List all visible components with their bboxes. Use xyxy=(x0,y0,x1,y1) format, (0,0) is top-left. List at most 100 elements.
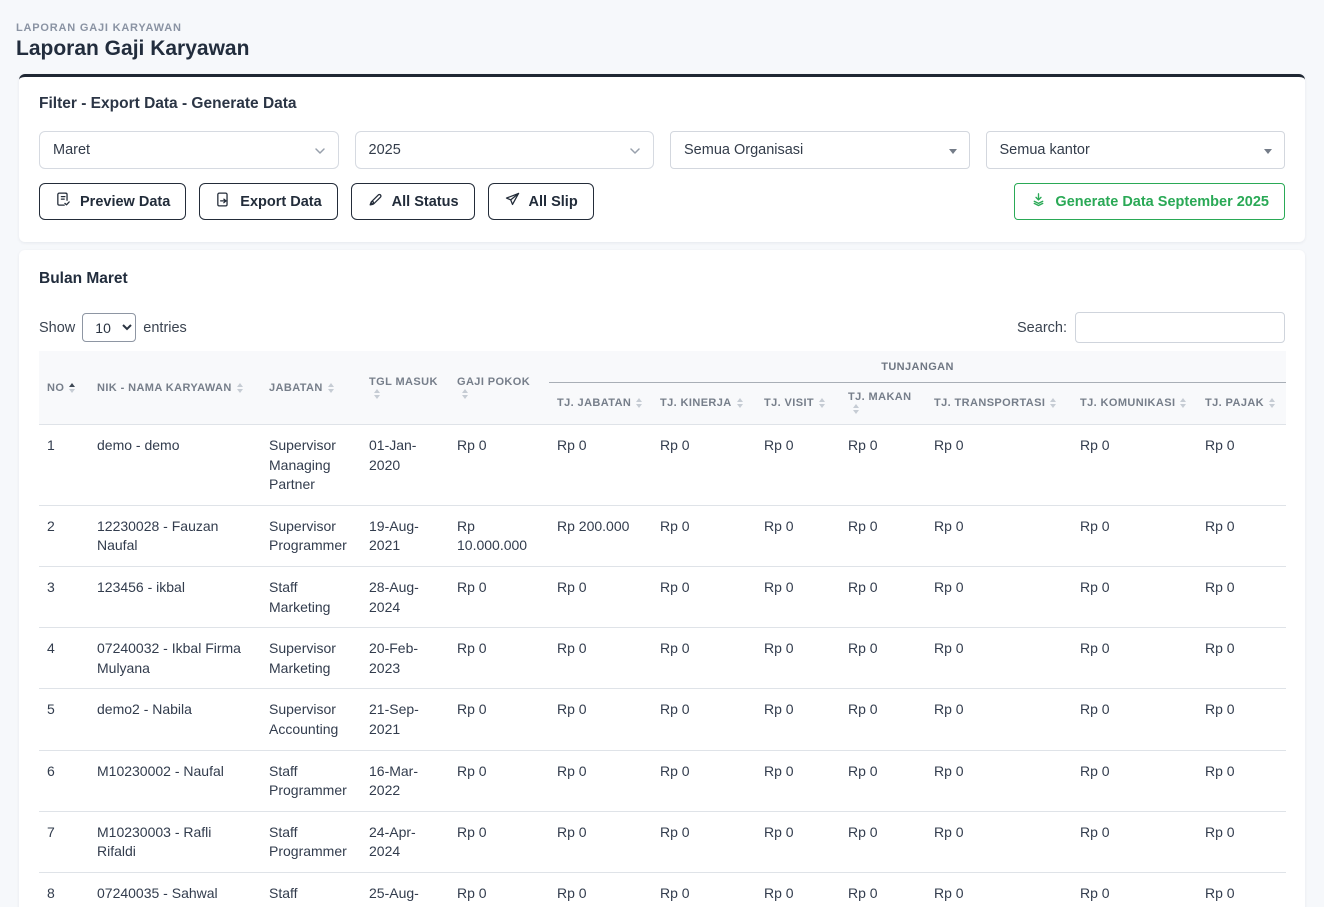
cell-tj-transportasi: Rp 0 xyxy=(926,750,1072,811)
cell-gaji-pokok: Rp 0 xyxy=(449,566,549,627)
cell-tj-visit: Rp 0 xyxy=(756,811,840,872)
all-status-button[interactable]: All Status xyxy=(351,183,475,220)
cell-tj-makan: Rp 0 xyxy=(840,750,926,811)
cell-no: 1 xyxy=(39,425,89,506)
cell-tj-komunikasi: Rp 0 xyxy=(1072,750,1197,811)
cell-tj-komunikasi: Rp 0 xyxy=(1072,566,1197,627)
cell-gaji-pokok: Rp 10.000.000 xyxy=(449,505,549,566)
cell-tj-makan: Rp 0 xyxy=(840,689,926,750)
cell-gaji-pokok: Rp 0 xyxy=(449,750,549,811)
year-select-value: 2025 xyxy=(369,142,401,158)
cell-tj-makan: Rp 0 xyxy=(840,425,926,506)
col-group-tunjangan: TUNJANGAN xyxy=(549,351,1286,383)
cell-jabatan: Supervisor Accounting xyxy=(261,689,361,750)
all-slip-button[interactable]: All Slip xyxy=(488,183,594,220)
cell-tj-jabatan: Rp 0 xyxy=(549,750,652,811)
cell-tj-jabatan: Rp 0 xyxy=(549,425,652,506)
col-header-tj-pajak[interactable]: TJ. PAJAK xyxy=(1197,383,1286,425)
cell-gaji-pokok: Rp 0 xyxy=(449,425,549,506)
file-check-icon xyxy=(55,191,72,212)
table-row: 2 12230028 - Fauzan Naufal Supervisor Pr… xyxy=(39,505,1286,566)
cell-tj-transportasi: Rp 0 xyxy=(926,872,1072,907)
table-row: 1 demo - demo Supervisor Managing Partne… xyxy=(39,425,1286,506)
col-header-nik-nama[interactable]: NIK - NAMA KARYAWAN xyxy=(89,351,261,425)
page-length-select[interactable]: 10 xyxy=(82,313,136,342)
generate-data-button[interactable]: Generate Data September 2025 xyxy=(1014,183,1285,220)
pen-icon xyxy=(367,191,384,212)
cell-nik-nama: 07240032 - Ikbal Firma Mulyana xyxy=(89,628,261,689)
cell-tj-transportasi: Rp 0 xyxy=(926,505,1072,566)
sort-arrows-icon xyxy=(69,383,75,393)
cell-tj-komunikasi: Rp 0 xyxy=(1072,689,1197,750)
sort-arrows-icon xyxy=(1180,398,1186,408)
cell-no: 6 xyxy=(39,750,89,811)
col-header-tj-visit[interactable]: TJ. VISIT xyxy=(756,383,840,425)
cell-tj-makan: Rp 0 xyxy=(840,628,926,689)
cell-tj-pajak: Rp 0 xyxy=(1197,811,1286,872)
chevron-down-icon xyxy=(627,143,643,163)
col-header-tj-kinerja[interactable]: TJ. KINERJA xyxy=(652,383,756,425)
cell-nik-nama: M10230002 - Naufal xyxy=(89,750,261,811)
cell-tj-pajak: Rp 0 xyxy=(1197,872,1286,907)
salary-table: NO NIK - NAMA KARYAWAN JABATAN TGL MASUK… xyxy=(39,351,1286,907)
cell-tj-visit: Rp 0 xyxy=(756,689,840,750)
cell-jabatan: Supervisor Programmer xyxy=(261,505,361,566)
export-data-label: Export Data xyxy=(240,194,321,210)
filter-card: Filter - Export Data - Generate Data Mar… xyxy=(19,74,1305,242)
col-header-tj-transportasi[interactable]: TJ. TRANSPORTASI xyxy=(926,383,1072,425)
col-header-jabatan[interactable]: JABATAN xyxy=(261,351,361,425)
chevron-down-icon xyxy=(312,143,328,163)
cell-no: 2 xyxy=(39,505,89,566)
entries-label: entries xyxy=(143,320,187,336)
sort-arrows-icon xyxy=(636,398,642,408)
search-input[interactable] xyxy=(1075,312,1285,343)
cell-tgl-masuk: 21-Sep-2021 xyxy=(361,689,449,750)
cell-nik-nama: 123456 - ikbal xyxy=(89,566,261,627)
cell-tj-pajak: Rp 0 xyxy=(1197,505,1286,566)
cell-tgl-masuk: 19-Aug-2021 xyxy=(361,505,449,566)
sort-arrows-icon xyxy=(819,398,825,408)
preview-data-button[interactable]: Preview Data xyxy=(39,183,186,220)
cell-jabatan: Staff Marketing xyxy=(261,566,361,627)
cell-tgl-masuk: 25-Aug-2024 xyxy=(361,872,449,907)
table-row: 4 07240032 - Ikbal Firma Mulyana Supervi… xyxy=(39,628,1286,689)
organization-select[interactable]: Semua Organisasi xyxy=(670,131,970,169)
cell-tj-pajak: Rp 0 xyxy=(1197,750,1286,811)
col-header-tj-makan[interactable]: TJ. MAKAN xyxy=(840,383,926,425)
table-row: 6 M10230002 - Naufal Staff Programmer 16… xyxy=(39,750,1286,811)
export-data-button[interactable]: Export Data xyxy=(199,183,337,220)
sort-arrows-icon xyxy=(374,389,380,399)
cell-tj-komunikasi: Rp 0 xyxy=(1072,628,1197,689)
cell-jabatan: Staff Programmer xyxy=(261,750,361,811)
cell-tj-kinerja: Rp 0 xyxy=(652,628,756,689)
cell-tj-visit: Rp 0 xyxy=(756,425,840,506)
col-header-tj-jabatan[interactable]: TJ. JABATAN xyxy=(549,383,652,425)
search-label: Search: xyxy=(1017,320,1067,336)
all-slip-label: All Slip xyxy=(529,194,578,210)
cell-tj-kinerja: Rp 0 xyxy=(652,811,756,872)
page-title: Laporan Gaji Karyawan xyxy=(16,37,1306,61)
filter-card-title: Filter - Export Data - Generate Data xyxy=(39,95,1285,113)
cell-tj-jabatan: Rp 200.000 xyxy=(549,505,652,566)
col-header-tgl-masuk[interactable]: TGL MASUK xyxy=(361,351,449,425)
cell-tj-jabatan: Rp 0 xyxy=(549,628,652,689)
year-select[interactable]: 2025 xyxy=(355,131,655,169)
col-header-no[interactable]: NO xyxy=(39,351,89,425)
col-header-tj-komunikasi[interactable]: TJ. KOMUNIKASI xyxy=(1072,383,1197,425)
cell-tj-jabatan: Rp 0 xyxy=(549,689,652,750)
sort-arrows-icon xyxy=(737,398,743,408)
cell-tj-transportasi: Rp 0 xyxy=(926,811,1072,872)
month-select[interactable]: Maret xyxy=(39,131,339,169)
month-select-value: Maret xyxy=(53,142,90,158)
cell-no: 7 xyxy=(39,811,89,872)
cell-tgl-masuk: 01-Jan-2020 xyxy=(361,425,449,506)
caret-down-icon xyxy=(1264,149,1272,154)
cell-nik-nama: M10230003 - Rafli Rifaldi xyxy=(89,811,261,872)
cell-tj-komunikasi: Rp 0 xyxy=(1072,425,1197,506)
cell-tj-visit: Rp 0 xyxy=(756,872,840,907)
cell-tj-makan: Rp 0 xyxy=(840,505,926,566)
cell-tj-komunikasi: Rp 0 xyxy=(1072,811,1197,872)
col-header-gaji-pokok[interactable]: GAJI POKOK xyxy=(449,351,549,425)
sort-arrows-icon xyxy=(237,383,243,393)
office-select[interactable]: Semua kantor xyxy=(986,131,1286,169)
